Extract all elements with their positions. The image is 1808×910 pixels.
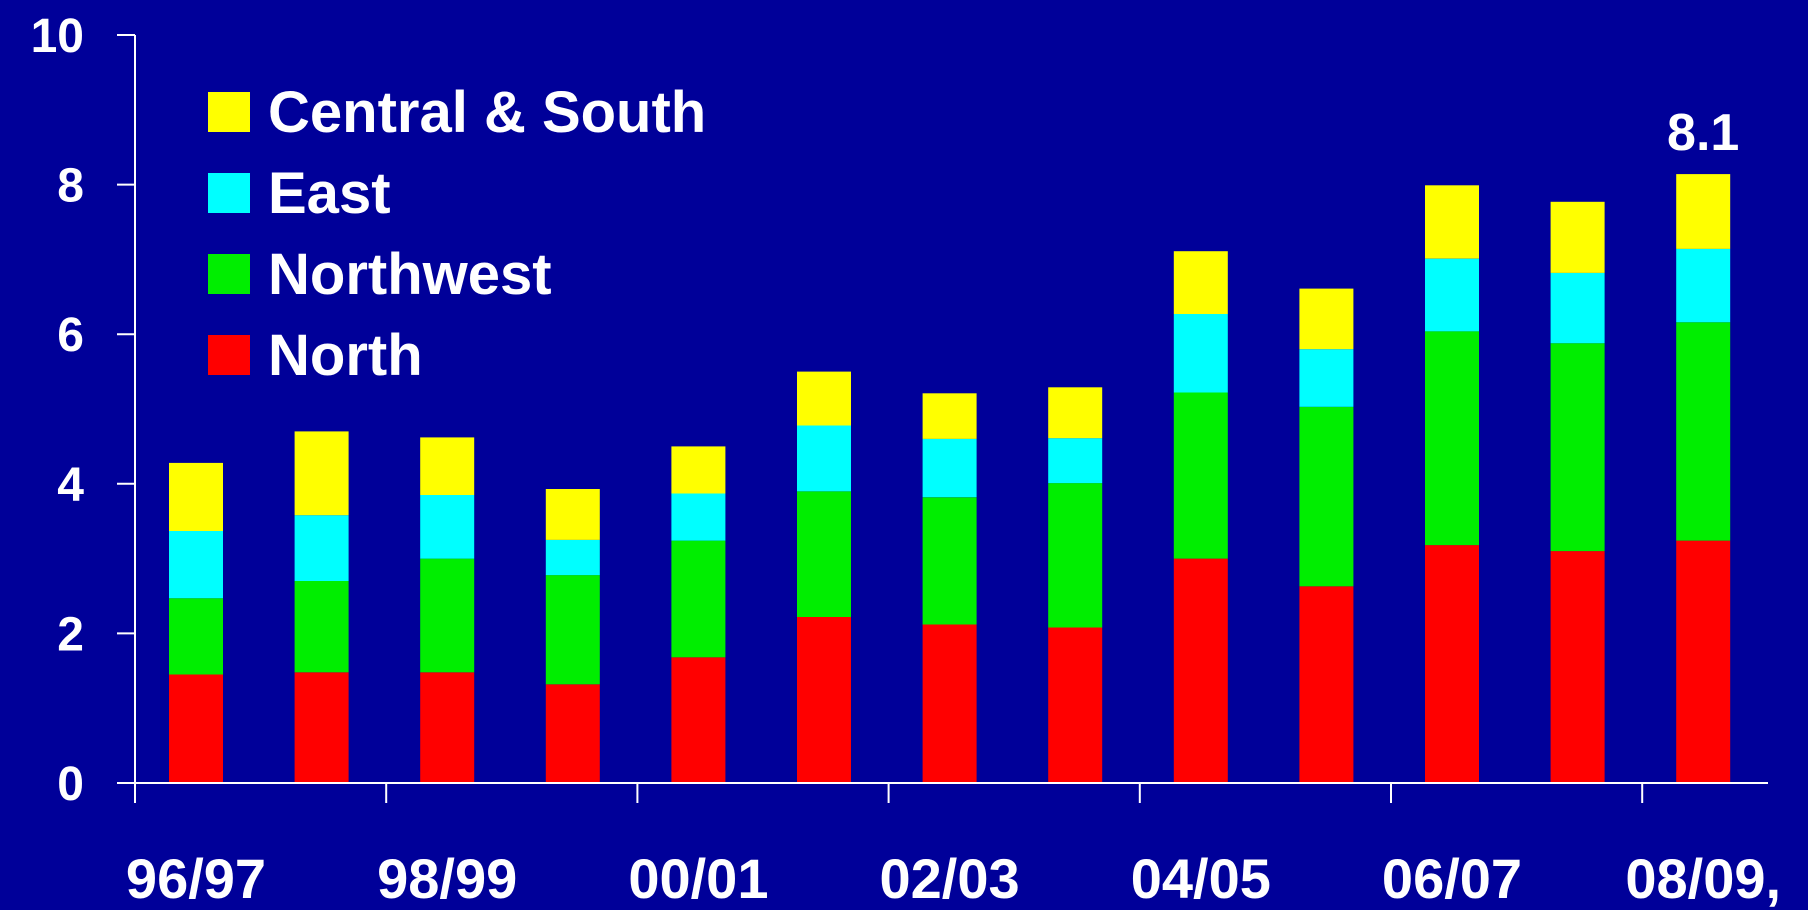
x-tick-label-04-05: 04/05 <box>1131 847 1271 910</box>
tick-labels-layer: 0 2 4 6 8 10 96/97 98/99 00/01 02/03 04/05 06/07 08/… <box>31 10 1781 910</box>
bar-northwest-05-06 <box>1299 406 1354 587</box>
bar-east-02-03 <box>922 438 977 498</box>
annotations-layer: 8.1 <box>1667 104 1739 162</box>
bar-north-07-08 <box>1550 551 1605 783</box>
bar-central-south-04-05 <box>1173 251 1228 314</box>
y-tick-label-10: 10 <box>31 10 84 63</box>
bar-central-south-03-04 <box>1048 387 1103 439</box>
legend: Central & South East Northwest North <box>208 80 706 388</box>
bar-north-98-99 <box>420 672 475 783</box>
bar-northwest-06-07 <box>1425 331 1479 546</box>
bar-central-south-06-07 <box>1425 185 1479 259</box>
bar-central-south-96-97 <box>169 462 223 531</box>
bar-northwest-03-04 <box>1048 483 1103 628</box>
bar-north-02-03 <box>922 624 977 783</box>
bar-east-04-05 <box>1173 314 1228 393</box>
bars-layer <box>169 174 1731 783</box>
bar-northwest-99-00 <box>545 575 600 685</box>
x-tick-label-08-09: 08/09, <box>1625 847 1781 910</box>
bar-central-south-02-03 <box>922 393 977 439</box>
x-tick-label-98-99: 98/99 <box>377 847 517 910</box>
bar-east-01-02 <box>797 425 851 492</box>
y-tick-label-4: 4 <box>57 459 84 512</box>
bar-north-03-04 <box>1048 627 1103 783</box>
bar-north-99-00 <box>545 684 600 783</box>
bar-east-05-06 <box>1299 349 1354 407</box>
bar-northwest-07-08 <box>1550 343 1605 552</box>
bar-northwest-97-98 <box>294 581 349 673</box>
y-tick-label-8: 8 <box>57 160 84 213</box>
bar-central-south-99-00 <box>545 489 600 540</box>
bar-north-96-97 <box>169 674 223 783</box>
data-label-08-09: 8.1 <box>1667 104 1739 162</box>
bar-central-south-01-02 <box>797 371 851 426</box>
bar-north-06-07 <box>1425 545 1479 783</box>
x-tick-label-96-97: 96/97 <box>126 847 266 910</box>
bar-central-south-07-08 <box>1550 201 1605 273</box>
legend-swatch-east <box>208 173 250 213</box>
bar-northwest-98-99 <box>420 558 475 673</box>
bar-east-97-98 <box>294 515 349 581</box>
bar-central-south-00-01 <box>671 446 726 494</box>
bar-northwest-01-02 <box>797 491 851 617</box>
legend-swatch-north <box>208 335 250 375</box>
legend-label-northwest: Northwest <box>268 242 552 307</box>
bar-north-00-01 <box>671 657 726 783</box>
bar-north-08-09 <box>1676 540 1731 783</box>
bar-central-south-98-99 <box>420 437 475 495</box>
bar-northwest-00-01 <box>671 540 726 658</box>
bar-central-south-08-09 <box>1676 174 1731 249</box>
bar-east-99-00 <box>545 539 600 576</box>
y-tick-label-0: 0 <box>57 758 84 811</box>
bar-east-00-01 <box>671 493 726 541</box>
bar-east-96-97 <box>169 530 223 599</box>
bar-north-04-05 <box>1173 558 1228 783</box>
bar-northwest-08-09 <box>1676 322 1731 541</box>
bar-northwest-96-97 <box>169 598 223 675</box>
bar-north-97-98 <box>294 672 349 783</box>
bar-north-05-06 <box>1299 586 1354 783</box>
legend-label-central-south: Central & South <box>268 80 706 145</box>
bar-northwest-02-03 <box>922 497 977 625</box>
bar-east-98-99 <box>420 495 475 559</box>
bar-east-07-08 <box>1550 272 1605 344</box>
x-tick-label-00-01: 00/01 <box>628 847 768 910</box>
bar-central-south-05-06 <box>1299 288 1354 350</box>
bar-central-south-97-98 <box>294 431 349 516</box>
bar-east-06-07 <box>1425 258 1479 332</box>
x-tick-label-06-07: 06/07 <box>1382 847 1522 910</box>
legend-swatch-northwest <box>208 254 250 294</box>
legend-label-east: East <box>268 161 391 226</box>
x-tick-label-02-03: 02/03 <box>880 847 1020 910</box>
bar-northwest-04-05 <box>1173 392 1228 559</box>
legend-label-north: North <box>268 323 423 388</box>
legend-swatch-central-south <box>208 92 250 132</box>
bar-east-03-04 <box>1048 438 1103 484</box>
y-tick-label-6: 6 <box>57 309 84 362</box>
axes-layer <box>117 34 1768 803</box>
bar-north-01-02 <box>797 616 851 783</box>
y-tick-label-2: 2 <box>57 608 84 661</box>
bar-east-08-09 <box>1676 248 1731 323</box>
